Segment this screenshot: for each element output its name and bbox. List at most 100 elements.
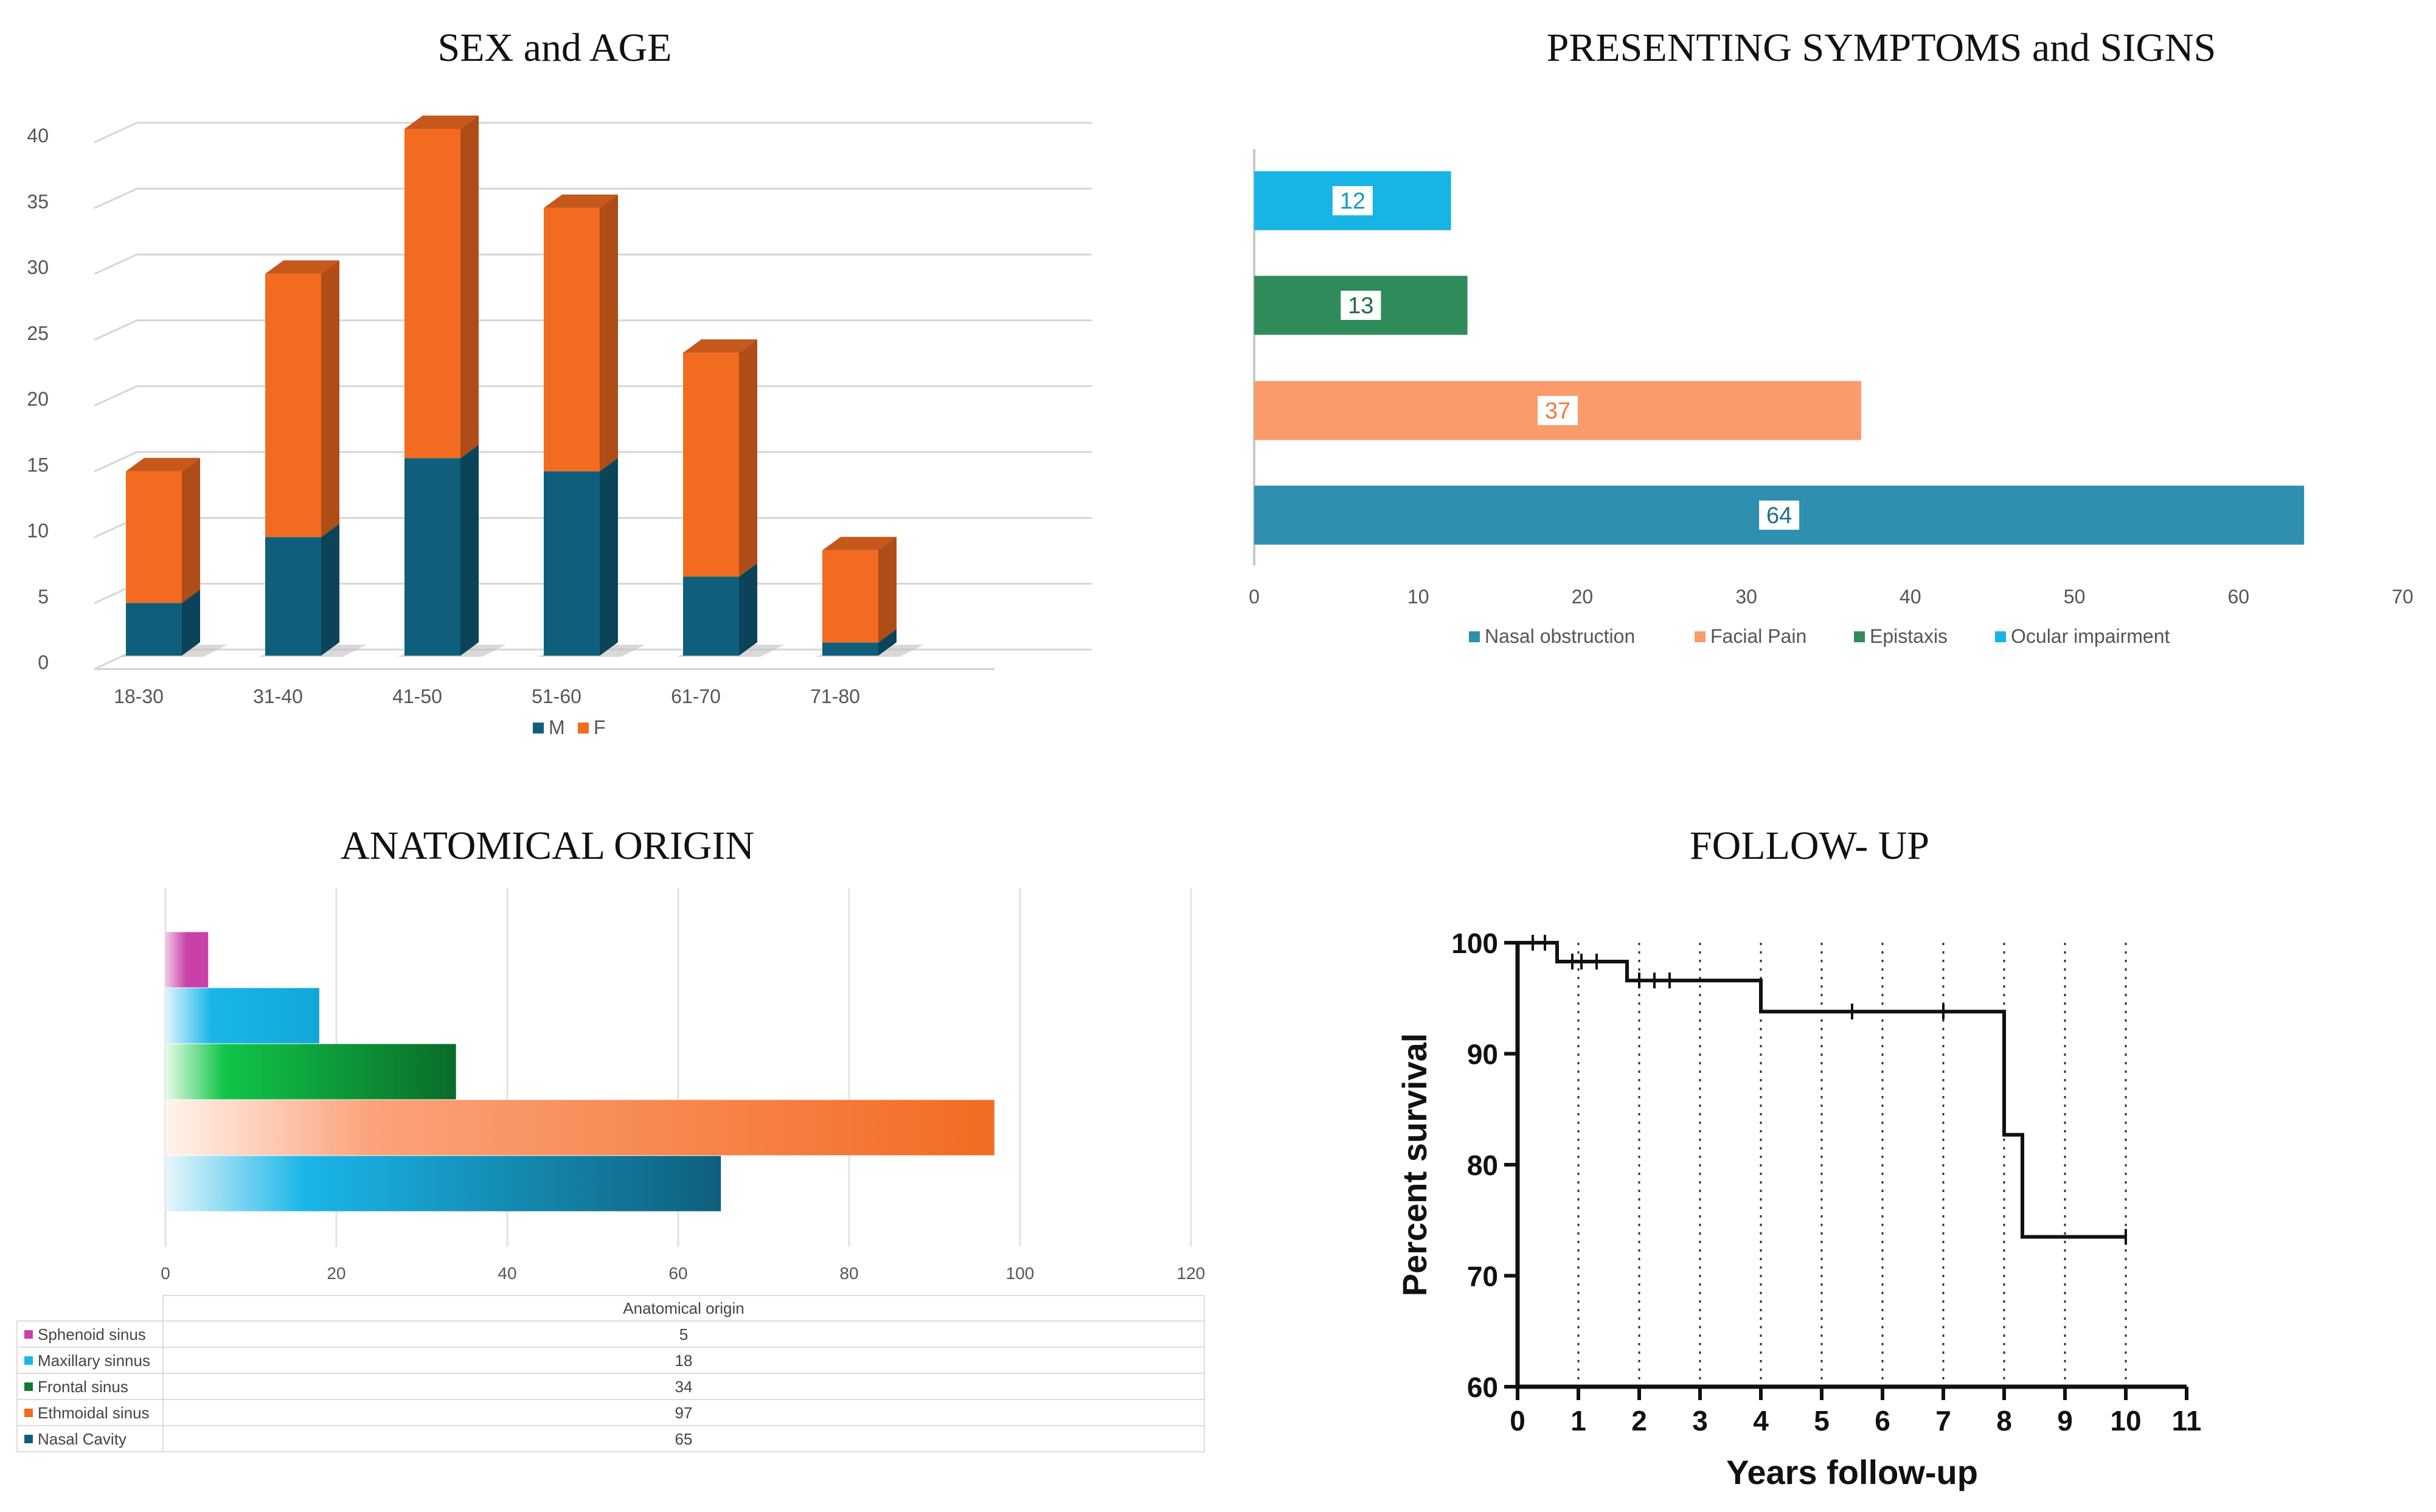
x-tick-label: 1 bbox=[1570, 1405, 1586, 1437]
bar-side-f bbox=[460, 116, 479, 459]
y-tick-label: 30 bbox=[27, 257, 49, 279]
y-tick-label: 90 bbox=[1467, 1039, 1498, 1070]
symptoms-legend: Nasal obstruction Facial Pain Epistaxis Ocu… bbox=[1469, 625, 2170, 647]
symptoms-x-ticks: 0 10 20 30 40 50 60 70 bbox=[1249, 586, 2413, 608]
table-header: Anatomical origin bbox=[623, 1299, 744, 1317]
table-row-name: Nasal Cavity bbox=[38, 1430, 127, 1448]
data-label-box bbox=[1536, 395, 1579, 426]
x-tick-label: 120 bbox=[1177, 1264, 1206, 1283]
bar-m-71-80 bbox=[822, 642, 878, 656]
anatomical-data-table: Anatomical origin Sphenoid sinus 5 Maxilla… bbox=[16, 1295, 1205, 1452]
x-tick-label: 10 bbox=[2110, 1405, 2141, 1437]
data-label: 13 bbox=[1348, 293, 1373, 319]
legend-label: M bbox=[549, 716, 565, 738]
x-tick-label: 18-30 bbox=[114, 685, 164, 707]
bar-top bbox=[404, 116, 479, 129]
table-value-cell bbox=[162, 1425, 1205, 1452]
x-tick-label: 60 bbox=[2227, 586, 2249, 608]
bar-nasal-cavity bbox=[165, 1156, 721, 1212]
table-swatch bbox=[24, 1356, 33, 1365]
data-label: 37 bbox=[1545, 398, 1570, 424]
data-label-box bbox=[1331, 185, 1374, 217]
x-tick-label: 4 bbox=[1753, 1405, 1769, 1437]
bar-top bbox=[683, 339, 757, 353]
x-tick-label: 3 bbox=[1692, 1405, 1708, 1437]
table-swatch bbox=[24, 1435, 33, 1443]
bar-m-41-50 bbox=[404, 458, 460, 656]
bar-top bbox=[126, 457, 200, 471]
bar-side-m bbox=[878, 629, 897, 656]
table-row-value: 18 bbox=[675, 1351, 693, 1370]
y-tick-label: 70 bbox=[1467, 1261, 1498, 1292]
x-tick-label: 41-50 bbox=[392, 685, 442, 707]
bar-side-f bbox=[739, 339, 757, 577]
followup-chart: FOLLOW- UP 60 70 80 90 100 0 1 2 3 4 5 6 7 8 9 10 11 Yea… bbox=[1395, 824, 2201, 1491]
grid-diagonal bbox=[94, 385, 137, 407]
x-tick-label: 40 bbox=[1900, 586, 1921, 608]
x-tick-label: 20 bbox=[1572, 586, 1594, 608]
bar-side-m bbox=[321, 524, 339, 656]
x-tick-label: 5 bbox=[1814, 1405, 1830, 1437]
x-tick-label: 51-60 bbox=[532, 685, 581, 707]
x-tick-label: 9 bbox=[2057, 1405, 2073, 1437]
bar-top bbox=[265, 260, 339, 274]
bar-sphenoid-sinus bbox=[165, 932, 209, 988]
bar-top bbox=[544, 194, 618, 208]
bar-side-m bbox=[739, 563, 757, 656]
y-tick-label: 100 bbox=[1451, 928, 1498, 959]
x-tick-label: 30 bbox=[1735, 586, 1757, 608]
bar-m-61-70 bbox=[683, 577, 739, 656]
bar-ethmoidal-sinus bbox=[165, 1100, 994, 1156]
y-tick-label: 80 bbox=[1467, 1150, 1498, 1181]
survival-curve bbox=[1518, 941, 2126, 1239]
legend-swatch bbox=[1854, 631, 1865, 642]
y-tick-label: 0 bbox=[38, 651, 49, 673]
data-label: 64 bbox=[1766, 503, 1792, 529]
table-row-name: Maxillary sinnus bbox=[38, 1351, 150, 1370]
bar-side-f bbox=[182, 457, 200, 603]
x-tick-label: 11 bbox=[2172, 1405, 2202, 1437]
x-tick-label: 100 bbox=[1006, 1264, 1035, 1283]
bar-m-18-30 bbox=[126, 603, 182, 656]
anatomical-bars bbox=[165, 932, 994, 1212]
table-row-name: Frontal sinus bbox=[38, 1378, 128, 1396]
y-tick-label: 20 bbox=[27, 388, 49, 410]
x-tick-label: 10 bbox=[1407, 586, 1429, 608]
table-row-value: 34 bbox=[675, 1378, 693, 1396]
x-tick-label: 70 bbox=[2392, 586, 2413, 608]
bar-side-f bbox=[600, 194, 618, 471]
bar-f-31-40 bbox=[265, 274, 321, 538]
bar-f-51-60 bbox=[544, 207, 600, 471]
legend-label: F bbox=[594, 716, 606, 738]
symptoms-title: PRESENTING SYMPTOMS and SIGNS bbox=[1547, 26, 2216, 70]
bar-side-m bbox=[460, 445, 479, 656]
x-tick-label: 2 bbox=[1631, 1405, 1647, 1437]
sex-age-bars bbox=[120, 116, 924, 657]
legend-swatch bbox=[1469, 631, 1480, 642]
table-row-value: 97 bbox=[675, 1404, 693, 1422]
data-label: 12 bbox=[1340, 189, 1365, 214]
x-tick-label: 50 bbox=[2064, 586, 2086, 608]
bar-f-41-50 bbox=[404, 129, 460, 459]
legend-swatch-m bbox=[533, 723, 544, 733]
legend-swatch-f bbox=[578, 723, 589, 733]
bar-m-31-40 bbox=[265, 537, 321, 656]
y-tick-label: 25 bbox=[27, 322, 49, 344]
bar-side-f bbox=[321, 260, 339, 538]
anatomical-x-ticks: 0 20 40 60 80 100 120 bbox=[161, 1264, 1205, 1283]
grid-diagonal bbox=[94, 254, 137, 275]
legend-label: Nasal obstruction bbox=[1485, 625, 1635, 647]
table-row-value: 65 bbox=[675, 1430, 693, 1448]
bar-maxillary-sinnus bbox=[165, 988, 319, 1044]
legend-swatch bbox=[1995, 631, 2006, 642]
sex-age-y-ticks: 0 5 10 15 20 25 30 35 40 bbox=[27, 125, 49, 673]
x-tick-label: 0 bbox=[161, 1264, 170, 1283]
x-tick-label: 71-80 bbox=[810, 685, 860, 707]
y-tick-label: 40 bbox=[27, 125, 49, 147]
data-label-box bbox=[1758, 499, 1801, 531]
x-tick-label: 8 bbox=[1996, 1405, 2012, 1437]
bar-f-61-70 bbox=[683, 353, 739, 577]
x-tick-label: 0 bbox=[1510, 1405, 1525, 1437]
x-tick-label: 31-40 bbox=[253, 685, 303, 707]
